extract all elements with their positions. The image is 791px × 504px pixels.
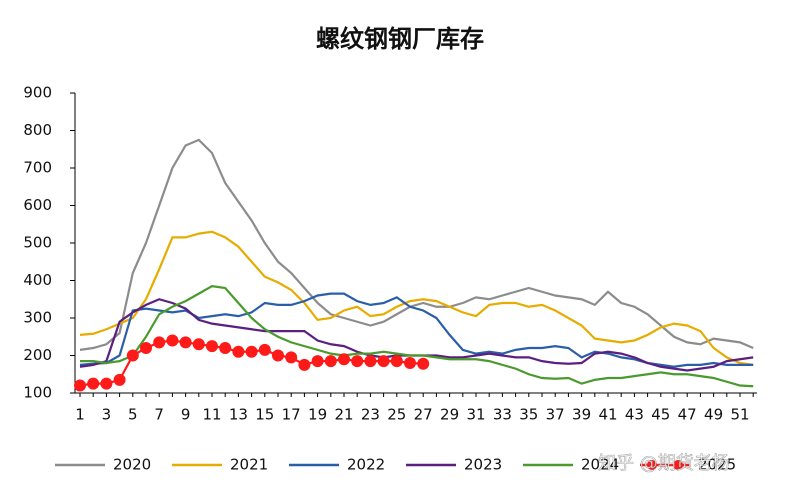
data-point — [338, 353, 350, 366]
x-tick-label: 23 — [361, 406, 380, 424]
data-point — [245, 345, 258, 358]
x-tick-label: 47 — [678, 406, 697, 424]
x-tick-label: 43 — [625, 406, 644, 424]
legend-label: 2021 — [230, 456, 268, 474]
x-tick-label: 11 — [202, 406, 221, 424]
data-point — [364, 355, 377, 368]
watermark: 知乎 @期货老杨 — [598, 453, 730, 474]
y-tick-label: 400 — [23, 271, 52, 289]
data-point — [100, 377, 113, 390]
x-tick-label: 25 — [387, 406, 406, 424]
data-point — [351, 355, 364, 368]
x-tick-label: 15 — [255, 406, 274, 424]
y-tick-label: 100 — [23, 384, 52, 402]
legend-marker — [673, 460, 683, 470]
legend-label: 2025 — [698, 456, 736, 474]
chart-title: 螺纹钢钢厂库存 — [316, 25, 484, 53]
series-line — [79, 230, 754, 366]
y-tick-label: 200 — [23, 346, 52, 364]
x-tick-label: 7 — [154, 406, 164, 424]
x-tick-label: 39 — [572, 406, 591, 424]
data-point — [404, 357, 416, 369]
x-tick-label: 29 — [440, 406, 459, 424]
data-point — [232, 345, 245, 358]
data-point — [417, 357, 430, 370]
data-point — [113, 373, 126, 386]
data-point — [390, 355, 403, 368]
x-tick-label: 13 — [229, 406, 248, 424]
y-tick-label: 800 — [23, 121, 52, 139]
x-tick-label: 31 — [466, 406, 485, 424]
data-point — [219, 342, 232, 354]
x-tick-label: 3 — [102, 406, 112, 424]
data-point — [298, 358, 311, 371]
x-tick-label: 41 — [598, 406, 617, 424]
legend-label: 2023 — [464, 456, 502, 474]
data-point — [311, 355, 324, 368]
data-point — [192, 338, 205, 351]
x-tick-label: 27 — [414, 406, 433, 424]
y-tick-label: 300 — [23, 309, 52, 327]
data-point — [140, 342, 152, 354]
y-tick-label: 500 — [23, 234, 52, 252]
data-point — [87, 377, 100, 390]
series-line — [79, 298, 754, 372]
legend-label: 2022 — [347, 456, 385, 474]
y-tick-label: 900 — [23, 84, 52, 102]
data-point — [377, 355, 390, 368]
legend-label: 2020 — [113, 456, 151, 474]
x-tick-label: 49 — [704, 406, 723, 424]
data-point — [126, 349, 139, 362]
y-tick-label: 600 — [23, 196, 52, 214]
x-tick-label: 21 — [334, 406, 353, 424]
x-tick-label: 19 — [308, 406, 327, 424]
x-tick-label: 45 — [651, 406, 670, 424]
data-point — [258, 343, 271, 356]
y-tick-label: 700 — [23, 159, 52, 177]
x-tick-label: 17 — [282, 406, 301, 424]
series-line — [80, 284, 754, 388]
data-point — [153, 336, 166, 349]
x-tick-label: 9 — [181, 406, 191, 424]
data-point — [179, 336, 192, 349]
x-tick-label: 51 — [730, 406, 749, 424]
legend-label: 2024 — [581, 456, 619, 474]
data-point — [206, 340, 218, 353]
data-point — [324, 355, 337, 368]
legend-marker — [647, 460, 657, 470]
data-point — [74, 379, 86, 392]
data-point — [166, 334, 179, 347]
series-line — [79, 138, 754, 351]
data-point — [272, 349, 284, 362]
data-point — [285, 351, 298, 364]
x-tick-label: 1 — [75, 406, 85, 424]
x-tick-label: 35 — [519, 406, 538, 424]
x-tick-label: 5 — [128, 406, 138, 424]
x-tick-label: 33 — [493, 406, 512, 424]
x-tick-label: 37 — [546, 406, 565, 424]
